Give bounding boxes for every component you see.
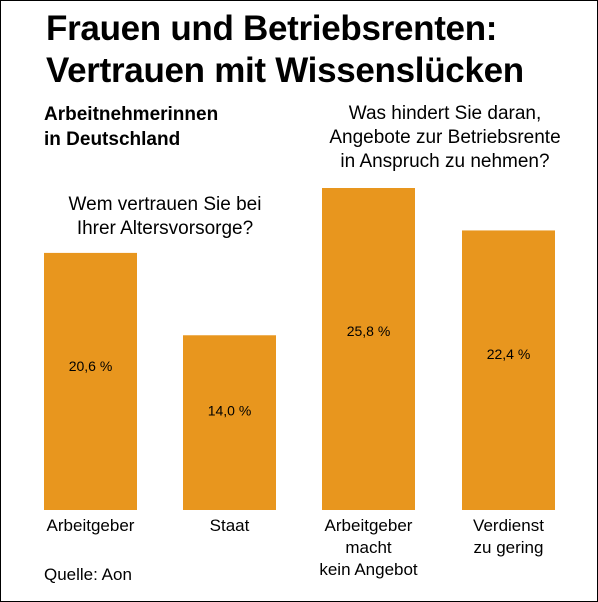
bar-value-label-2: 14,0 %: [208, 403, 252, 419]
category-label-2: Staat: [210, 516, 250, 535]
category-label-1: Arbeitgeber: [47, 516, 135, 535]
chart-subtitle-line-1: Arbeitnehmerinnen: [44, 104, 219, 125]
category-label-4-line-1: Verdienst: [473, 516, 544, 535]
bar-value-label-4: 22,4 %: [487, 346, 531, 362]
category-label-3-line-3: kein Angebot: [319, 560, 418, 579]
category-label-4-line-2: zu gering: [474, 538, 544, 557]
question-obstacles-line-3: in Anspruch zu nehmen?: [340, 151, 550, 172]
bar-1: [44, 252, 137, 510]
chart-subtitle: Arbeitnehmerinnen in Deutschland: [44, 102, 218, 152]
question-trust-line-1: Wem vertrauen Sie bei: [68, 194, 262, 215]
bar-value-label-3: 25,8 %: [347, 323, 391, 339]
category-label-3-line-2: macht: [345, 538, 392, 557]
question-obstacles-line-2: Angebote zur Betriebsrente: [329, 127, 561, 148]
chart-title: Frauen und Betriebsrenten: Vertrauen mit…: [46, 8, 586, 92]
category-label-2-line-1: Staat: [210, 516, 250, 535]
source-note: Quelle: Aon: [44, 565, 132, 584]
bar-value-label-1: 20,6 %: [69, 358, 113, 374]
question-obstacles-line-1: Was hindert Sie daran,: [348, 103, 542, 124]
category-label-3-line-1: Arbeitgeber: [325, 516, 413, 535]
bar-2: [183, 335, 276, 510]
chart-title-line-1: Frauen und Betriebsrenten:: [46, 9, 498, 48]
chart-title-line-2: Vertrauen mit Wissenslücken: [46, 51, 524, 90]
category-label-4: Verdienst zu gering: [473, 516, 544, 557]
question-trust-line-2: Ihrer Altersvorsorge?: [76, 218, 254, 239]
question-trust: Wem vertrauen Sie bei Ihrer Altersvorsor…: [20, 193, 310, 241]
question-obstacles: Was hindert Sie daran, Angebote zur Betr…: [300, 102, 590, 174]
category-label-1-line-1: Arbeitgeber: [47, 516, 135, 535]
bar-4: [462, 230, 555, 510]
category-label-3: Arbeitgeber macht kein Angebot: [319, 516, 418, 579]
chart-subtitle-line-2: in Deutschland: [44, 129, 181, 150]
bar-3: [322, 188, 415, 510]
